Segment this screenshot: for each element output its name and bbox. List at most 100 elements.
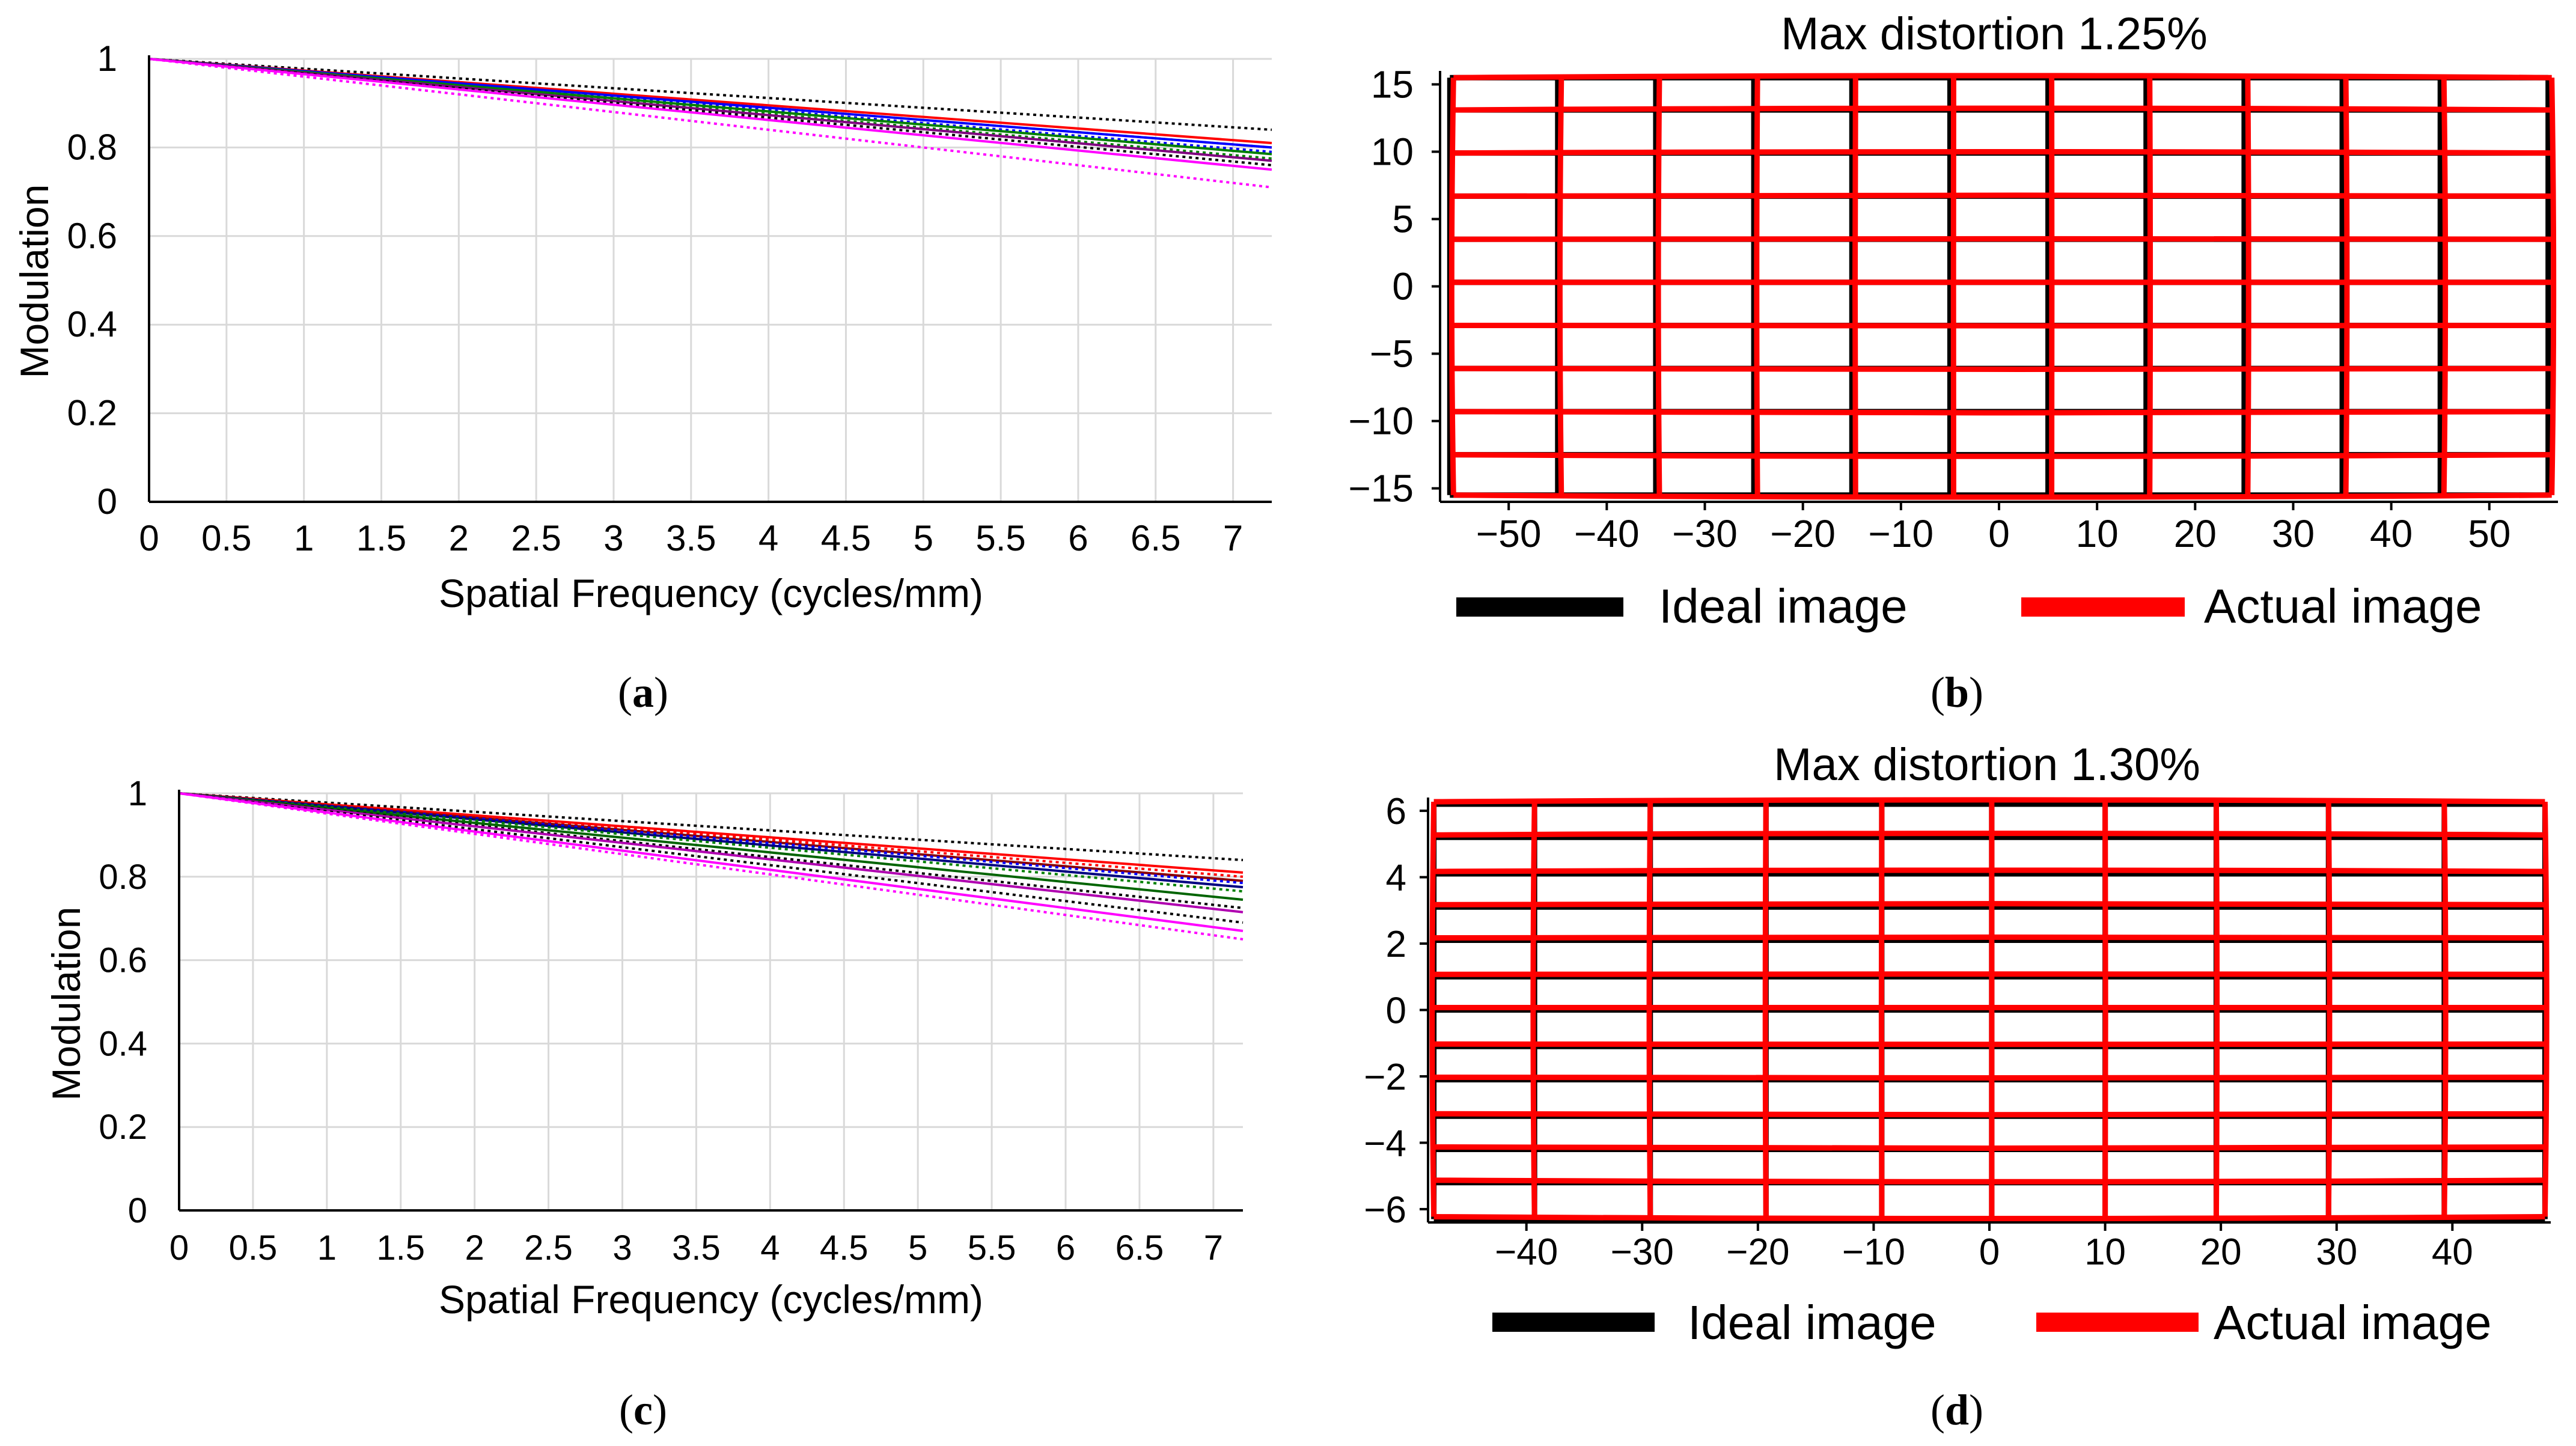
x-tick-label: 7 — [1204, 1228, 1223, 1268]
caption-c: (c) — [619, 1386, 667, 1434]
x-tick-label: −40 — [1495, 1231, 1558, 1273]
x-tick-label: −20 — [1726, 1231, 1789, 1273]
actual-grid-line — [1433, 1177, 2545, 1185]
y-axis-label: Modulation — [12, 185, 56, 379]
x-tick-label: 0 — [139, 518, 159, 558]
panel-a-mtf-chart: 0 0.5 1 1.5 2 2.5 3 3.5 4 4.5 5 5.5 6 6.5 7 0 0.2 0.4 0.6 0… — [12, 38, 1272, 615]
legend-label-ideal: Ideal image — [1659, 579, 1908, 633]
x-tick-label: 0.5 — [229, 1228, 278, 1268]
actual-grid-line — [1453, 452, 2552, 459]
y-tick-label: 1 — [97, 38, 117, 79]
y-tick-label: 0.2 — [67, 393, 117, 433]
actual-grid-line — [1433, 797, 2545, 805]
actual-grid-line — [1453, 492, 2552, 500]
actual-grid-line — [1433, 971, 2545, 977]
actual-grid-line — [1433, 901, 2545, 908]
series-line — [179, 792, 1244, 889]
actual-grid-line — [1433, 831, 2545, 838]
x-tick-label: 5.5 — [968, 1228, 1016, 1268]
caption-b: (b) — [1930, 668, 1983, 716]
legend-label-actual: Actual image — [2204, 579, 2482, 633]
actual-grid-line — [1433, 1074, 2545, 1081]
legend-label-actual: Actual image — [2214, 1296, 2491, 1349]
x-tick-label: −10 — [1869, 512, 1934, 555]
actual-grid-line — [1453, 105, 2552, 113]
y-tick-label: −10 — [1348, 400, 1414, 443]
x-tick-label: 2.5 — [511, 518, 561, 558]
y-tick-label: −5 — [1370, 332, 1414, 376]
series-line — [148, 58, 1272, 189]
x-tick-label: −30 — [1672, 512, 1738, 555]
series-line — [179, 792, 1244, 924]
y-tick-label: 0 — [1392, 265, 1414, 308]
x-tick-label: 2 — [449, 518, 469, 558]
series-line — [179, 792, 1244, 941]
actual-grid-line — [1453, 409, 2552, 416]
actual-grid-line — [1453, 365, 2552, 373]
series-line — [179, 792, 1244, 874]
x-tick-label: 20 — [2200, 1231, 2242, 1273]
y-tick-label: −6 — [1364, 1189, 1406, 1231]
x-tick-label: 4 — [758, 518, 778, 558]
x-tick-label: 5.5 — [975, 518, 1025, 558]
y-tick-label: 0.4 — [67, 304, 117, 344]
x-tick-label: 2 — [465, 1228, 484, 1268]
legend-swatch-actual — [2036, 1313, 2199, 1332]
x-tick-label: −30 — [1611, 1231, 1674, 1273]
x-tick-label: 3 — [612, 1228, 632, 1268]
actual-grid-line — [1655, 78, 1662, 495]
legend-swatch-actual — [2021, 597, 2185, 617]
series-line — [179, 792, 1244, 901]
y-tick-label: 15 — [1371, 63, 1414, 106]
actual-grid-line — [1453, 322, 2552, 329]
chart-title: Max distortion 1.25% — [1781, 8, 2208, 59]
y-tick-label: 6 — [1386, 791, 1406, 832]
actual-grid-line — [1433, 934, 2545, 941]
actual-grid-line — [1429, 801, 1437, 1217]
x-tick-label: 6 — [1056, 1228, 1075, 1268]
x-tick-label: 6.5 — [1116, 1228, 1164, 1268]
x-tick-label: 10 — [2076, 512, 2119, 555]
caption-d: (d) — [1930, 1386, 1983, 1434]
actual-grid-line — [1433, 1144, 2545, 1152]
x-tick-label: 40 — [2432, 1231, 2473, 1273]
series-line — [148, 58, 1272, 162]
x-tick-label: −40 — [1574, 512, 1640, 555]
x-tick-label: 0.5 — [201, 518, 251, 558]
series-line — [148, 58, 1272, 131]
actual-grid-line — [1557, 78, 1564, 495]
y-tick-label: 0 — [128, 1191, 147, 1230]
legend-swatch-ideal — [1492, 1313, 1655, 1332]
chart-title: Max distortion 1.30% — [1774, 739, 2200, 790]
x-tick-label: 6.5 — [1131, 518, 1180, 558]
y-tick-label: 0.6 — [67, 216, 117, 256]
legend: Ideal image Actual image — [1492, 1296, 2491, 1349]
y-tick-label: 0.6 — [99, 941, 147, 980]
y-tick-label: 1 — [128, 774, 147, 813]
actual-grid-line — [1433, 1213, 2545, 1222]
x-tick-label: 0 — [169, 1228, 189, 1268]
x-tick-label: 3.5 — [666, 518, 716, 558]
x-tick-label: 0 — [1979, 1231, 2000, 1273]
x-tick-label: 4 — [760, 1228, 780, 1268]
x-axis-label: Spatial Frequency (cycles/mm) — [439, 1277, 983, 1322]
x-tick-label: 6 — [1068, 518, 1088, 558]
x-tick-label: 50 — [2468, 512, 2510, 555]
y-tick-label: 0 — [97, 481, 117, 522]
y-axis-label: Modulation — [44, 907, 88, 1101]
x-tick-label: −10 — [1842, 1231, 1905, 1273]
actual-grid-line — [2441, 78, 2449, 495]
legend-label-ideal: Ideal image — [1688, 1296, 1937, 1349]
y-tick-label: 0.8 — [99, 858, 147, 897]
x-tick-label: −20 — [1770, 512, 1836, 555]
x-tick-label: 30 — [2316, 1231, 2357, 1273]
x-tick-label: 40 — [2370, 512, 2413, 555]
x-tick-label: 5 — [914, 518, 933, 558]
panel-c-mtf-chart: 0 0.5 1 1.5 2 2.5 3 3.5 4 4.5 5 5.5 6 6.5 7 0 0.2 0.4 0.6 0… — [44, 774, 1244, 1322]
x-tick-label: 4.5 — [821, 518, 871, 558]
panel-d-distortion-grid: Max distortion 1.30% −40 −30 −20 −10 0 10 20 30… — [1364, 739, 2551, 1349]
actual-grid-line — [1453, 149, 2552, 156]
x-tick-label: 1.5 — [376, 1228, 425, 1268]
x-tick-label: 1 — [317, 1228, 337, 1268]
